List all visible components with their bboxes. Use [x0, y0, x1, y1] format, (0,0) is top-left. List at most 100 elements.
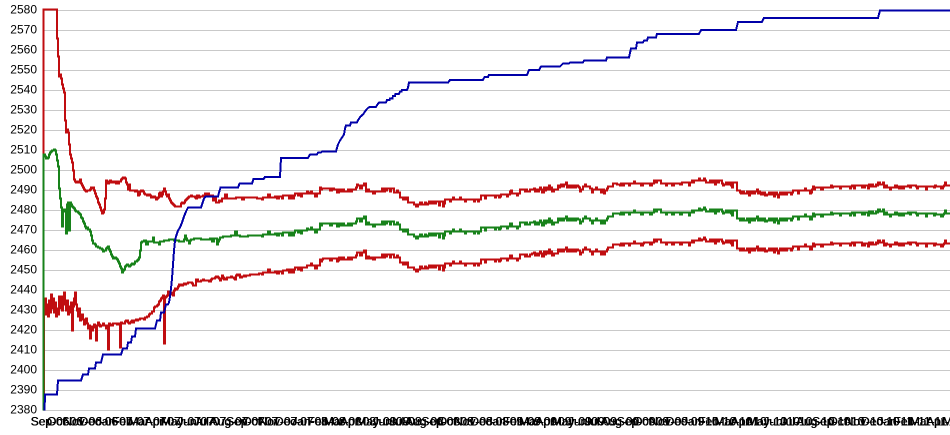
svg-text:May-11: May-11 [942, 414, 950, 428]
svg-text:Apr-10: Apr-10 [731, 414, 767, 428]
svg-text:Apr-09: Apr-09 [535, 414, 571, 428]
svg-text:Oct-10: Oct-10 [829, 414, 865, 428]
svg-text:Nov-06: Nov-06 [63, 414, 102, 428]
svg-text:Aug-10: Aug-10 [796, 414, 835, 428]
svg-text:2510: 2510 [10, 142, 37, 156]
svg-text:May-11: May-11 [943, 414, 950, 428]
svg-text:2410: 2410 [10, 342, 37, 356]
svg-text:Oct-06: Oct-06 [47, 414, 83, 428]
svg-text:Sep-09: Sep-09 [617, 414, 656, 428]
svg-text:Jan-07: Jan-07 [96, 414, 133, 428]
svg-text:Sep-06: Sep-06 [31, 414, 70, 428]
svg-text:Apr-07: Apr-07 [145, 414, 181, 428]
svg-text:2500: 2500 [10, 162, 37, 176]
svg-text:Jan-07: Jan-07 [96, 414, 133, 428]
svg-text:Aug-09: Aug-09 [601, 414, 640, 428]
svg-text:2480: 2480 [10, 202, 37, 216]
svg-text:Nov-07: Nov-07 [258, 414, 297, 428]
svg-text:Sep-09: Sep-09 [617, 414, 656, 428]
svg-text:Mar-07: Mar-07 [129, 414, 167, 428]
svg-text:Jan-08: Jan-08 [291, 414, 328, 428]
svg-text:Jan-11: Jan-11 [878, 414, 914, 428]
svg-text:May-10: May-10 [747, 414, 787, 428]
svg-text:Apr-08: Apr-08 [340, 414, 376, 428]
svg-text:Jul-07: Jul-07 [193, 414, 226, 428]
svg-text:2460: 2460 [10, 242, 37, 256]
svg-text:Feb-10: Feb-10 [698, 414, 736, 428]
svg-text:Mar-08: Mar-08 [324, 414, 362, 428]
svg-text:Mar-11: Mar-11 [910, 414, 947, 428]
svg-text:2570: 2570 [10, 22, 37, 36]
svg-text:May-07: May-07 [161, 414, 201, 428]
svg-text:Sep-08: Sep-08 [422, 414, 461, 428]
svg-text:Jun-08: Jun-08 [372, 414, 409, 428]
svg-text:Dec-08: Dec-08 [470, 414, 509, 428]
svg-text:Jan-10: Jan-10 [682, 414, 719, 428]
svg-text:2520: 2520 [10, 122, 37, 136]
svg-text:Dec-07: Dec-07 [275, 414, 314, 428]
svg-text:Aug-08: Aug-08 [405, 414, 444, 428]
svg-text:Feb-09: Feb-09 [503, 414, 541, 428]
svg-text:Dec-10: Dec-10 [861, 414, 900, 428]
svg-text:Mar-08: Mar-08 [324, 414, 362, 428]
svg-text:2550: 2550 [10, 62, 37, 76]
svg-text:Mar-09: Mar-09 [519, 414, 557, 428]
svg-text:Feb-07: Feb-07 [112, 414, 150, 428]
svg-text:Nov-09: Nov-09 [649, 414, 688, 428]
svg-text:Dec-06: Dec-06 [80, 414, 119, 428]
svg-text:Dec-10: Dec-10 [861, 414, 900, 428]
svg-text:Oct-06: Oct-06 [47, 414, 83, 428]
svg-text:Jul-07: Jul-07 [194, 414, 227, 428]
svg-text:Aug-07: Aug-07 [210, 414, 249, 428]
svg-text:2540: 2540 [10, 82, 37, 96]
svg-text:Jul-09: Jul-09 [584, 414, 617, 428]
svg-text:Aug-07: Aug-07 [210, 414, 249, 428]
svg-text:Oct-09: Oct-09 [633, 414, 669, 428]
svg-text:Oct-07: Oct-07 [243, 414, 279, 428]
svg-text:Oct-08: Oct-08 [438, 414, 474, 428]
svg-text:Jan-09: Jan-09 [486, 414, 523, 428]
svg-text:Sep-07: Sep-07 [226, 414, 265, 428]
svg-text:2440: 2440 [10, 282, 37, 296]
svg-text:Feb-09: Feb-09 [503, 414, 541, 428]
svg-text:Jul-10: Jul-10 [780, 414, 813, 428]
svg-text:Nov-09: Nov-09 [650, 414, 689, 428]
svg-text:Feb-07: Feb-07 [112, 414, 150, 428]
svg-text:2380: 2380 [10, 402, 37, 416]
svg-text:Dec-08: Dec-08 [471, 414, 510, 428]
svg-text:Jun-09: Jun-09 [568, 414, 605, 428]
svg-text:Oct-08: Oct-08 [438, 414, 474, 428]
svg-text:2450: 2450 [10, 262, 37, 276]
svg-text:Sep-10: Sep-10 [812, 414, 851, 428]
svg-text:Apr-09: Apr-09 [536, 414, 572, 428]
svg-text:Apr-11: Apr-11 [926, 414, 950, 428]
svg-text:Sep-08: Sep-08 [421, 414, 460, 428]
svg-text:Mar-07: Mar-07 [128, 414, 166, 428]
svg-text:Apr-08: Apr-08 [340, 414, 376, 428]
svg-text:Dec-09: Dec-09 [665, 414, 704, 428]
svg-text:May-09: May-09 [552, 414, 592, 428]
svg-text:Jul-08: Jul-08 [389, 414, 422, 428]
svg-text:May-08: May-08 [357, 414, 397, 428]
svg-text:Mar-10: Mar-10 [715, 414, 753, 428]
svg-text:Jan-08: Jan-08 [291, 414, 328, 428]
svg-text:Apr-07: Apr-07 [145, 414, 181, 428]
svg-text:Mar-11: Mar-11 [910, 414, 947, 428]
svg-text:Jun-07: Jun-07 [177, 414, 214, 428]
svg-text:2580: 2580 [10, 2, 37, 16]
svg-text:Jun-10: Jun-10 [763, 414, 800, 428]
svg-text:2390: 2390 [10, 382, 37, 396]
svg-text:Dec-07: Dec-07 [275, 414, 314, 428]
svg-text:May-10: May-10 [747, 414, 787, 428]
svg-text:Sep-06: Sep-06 [31, 414, 70, 428]
svg-text:Jun-08: Jun-08 [373, 414, 410, 428]
svg-text:Feb-11: Feb-11 [894, 414, 931, 428]
svg-text:2560: 2560 [10, 42, 37, 56]
svg-text:Jan-11: Jan-11 [877, 414, 913, 428]
svg-text:Jul-08: Jul-08 [389, 414, 422, 428]
svg-text:Jul-09: Jul-09 [584, 414, 617, 428]
svg-text:Oct-07: Oct-07 [242, 414, 278, 428]
svg-text:Jul-10: Jul-10 [779, 414, 812, 428]
svg-text:Aug-08: Aug-08 [405, 414, 444, 428]
svg-text:Nov-07: Nov-07 [259, 414, 298, 428]
